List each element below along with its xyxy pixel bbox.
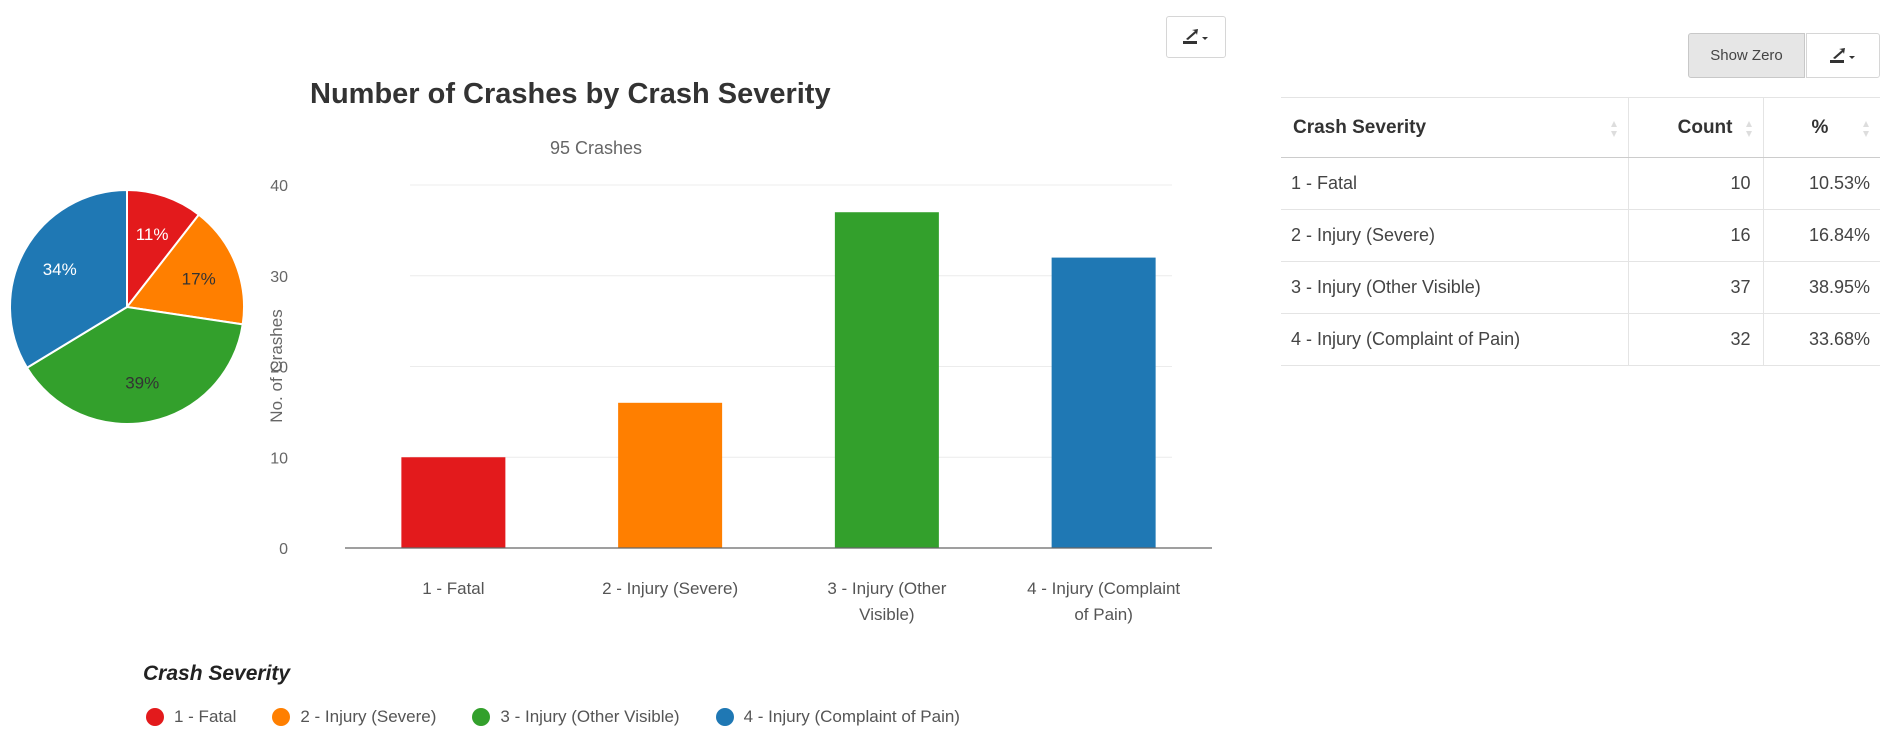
legend: 1 - Fatal 2 - Injury (Severe) 3 - Injury (… xyxy=(146,707,996,727)
sort-icon xyxy=(1863,121,1869,137)
x-tick-label: Visible) xyxy=(859,605,914,624)
export-download-icon xyxy=(1183,29,1208,44)
header-crash-severity[interactable]: Crash Severity xyxy=(1281,97,1629,158)
legend-item[interactable]: 2 - Injury (Severe) xyxy=(272,707,436,727)
legend-label: 2 - Injury (Severe) xyxy=(300,707,437,726)
pie-slice-label: 34% xyxy=(43,260,77,279)
cell-severity: 3 - Injury (Other Visible) xyxy=(1281,261,1629,314)
x-tick-label: of Pain) xyxy=(1074,605,1133,624)
cell-count: 37 xyxy=(1628,261,1764,314)
x-tick-label: 2 - Injury (Severe) xyxy=(602,579,738,598)
y-tick-label: 20 xyxy=(270,360,288,377)
bar[interactable] xyxy=(1051,257,1156,548)
bar-chart xyxy=(401,212,1156,548)
cell-severity: 4 - Injury (Complaint of Pain) xyxy=(1281,313,1629,366)
table-row: 2 - Injury (Severe) 16 16.84% xyxy=(1281,209,1880,262)
cell-severity: 1 - Fatal xyxy=(1281,157,1629,210)
table-header-row: Crash Severity Count % xyxy=(1281,97,1880,158)
y-tick-label: 30 xyxy=(270,269,288,286)
legend-item[interactable]: 4 - Injury (Complaint of Pain) xyxy=(715,707,960,727)
table-row: 4 - Injury (Complaint of Pain) 32 33.68% xyxy=(1281,313,1880,366)
x-tick-label: 3 - Injury (Other xyxy=(827,579,946,598)
header-count[interactable]: Count xyxy=(1628,97,1764,158)
bar-axes: 0 10 20 30 40 No. of Crashes 1 - Fatal 2 - Inju… xyxy=(267,178,1212,624)
bar[interactable] xyxy=(618,402,723,548)
header-count-label: Count xyxy=(1677,116,1733,138)
show-zero-button[interactable]: Show Zero xyxy=(1688,33,1805,78)
bar[interactable] xyxy=(401,457,506,548)
header-percent-label: % xyxy=(1811,116,1829,138)
cell-count: 10 xyxy=(1628,157,1764,210)
pie-slice-label: 11% xyxy=(136,225,169,244)
x-tick-label: 4 - Injury (Complaint xyxy=(1027,579,1180,598)
legend-marker xyxy=(715,708,734,726)
legend-item[interactable]: 3 - Injury (Other Visible) xyxy=(472,707,680,727)
chart-title: Number of Crashes by Crash Severity xyxy=(310,78,831,110)
y-axis-label: No. of Crashes xyxy=(267,309,286,422)
pie-chart: 11% 17% 39% 34% xyxy=(9,188,245,425)
y-tick-label: 0 xyxy=(279,541,288,558)
chart-canvas: 11% 17% 39% 34% 0 10 20 30 40 No. of Crashes 1 - … xyxy=(9,178,1212,624)
legend-label: 3 - Injury (Other Visible) xyxy=(500,707,680,726)
legend-label: 1 - Fatal xyxy=(174,707,237,726)
legend-label: 4 - Injury (Complaint of Pain) xyxy=(743,707,960,726)
legend-marker xyxy=(146,708,164,726)
pie-slice[interactable] xyxy=(9,188,128,370)
cell-percent: 10.53% xyxy=(1763,157,1880,210)
crash-severity-table: Crash Severity Count % 1 - Fatal 10 10.5… xyxy=(1281,97,1880,366)
pie-slice[interactable] xyxy=(126,188,201,310)
bar[interactable] xyxy=(834,212,939,548)
y-tick-label: 10 xyxy=(270,450,288,467)
legend-marker xyxy=(472,708,491,726)
cell-count: 16 xyxy=(1628,209,1764,262)
pie-slice-label: 39% xyxy=(125,374,159,393)
export-download-icon xyxy=(1830,47,1855,63)
chart-export-button[interactable] xyxy=(1166,16,1226,58)
header-percent[interactable]: % xyxy=(1763,97,1880,158)
x-tick-label: 1 - Fatal xyxy=(422,579,484,598)
y-tick-label: 40 xyxy=(270,178,288,195)
pie-slice[interactable] xyxy=(125,213,245,326)
cell-severity: 2 - Injury (Severe) xyxy=(1281,209,1629,262)
legend-title: Crash Severity xyxy=(143,662,291,685)
sort-icon xyxy=(1745,121,1752,137)
legend-marker xyxy=(272,708,291,726)
cell-count: 32 xyxy=(1628,313,1764,366)
legend-item[interactable]: 1 - Fatal xyxy=(146,707,236,727)
cell-percent: 16.84% xyxy=(1763,209,1880,262)
sort-icon xyxy=(1610,121,1617,137)
pie-slice-label: 17% xyxy=(182,269,216,288)
cell-percent: 33.68% xyxy=(1763,313,1880,366)
table-export-button[interactable] xyxy=(1806,33,1880,78)
cell-percent: 38.95% xyxy=(1763,261,1880,314)
bar-gridlines xyxy=(410,184,1172,458)
chart-subtitle: 95 Crashes xyxy=(550,138,643,158)
pie-slice[interactable] xyxy=(25,305,244,425)
table-row: 1 - Fatal 10 10.53% xyxy=(1281,157,1880,210)
header-crash-severity-label: Crash Severity xyxy=(1293,116,1427,138)
table-row: 3 - Injury (Other Visible) 37 38.95% xyxy=(1281,261,1880,314)
